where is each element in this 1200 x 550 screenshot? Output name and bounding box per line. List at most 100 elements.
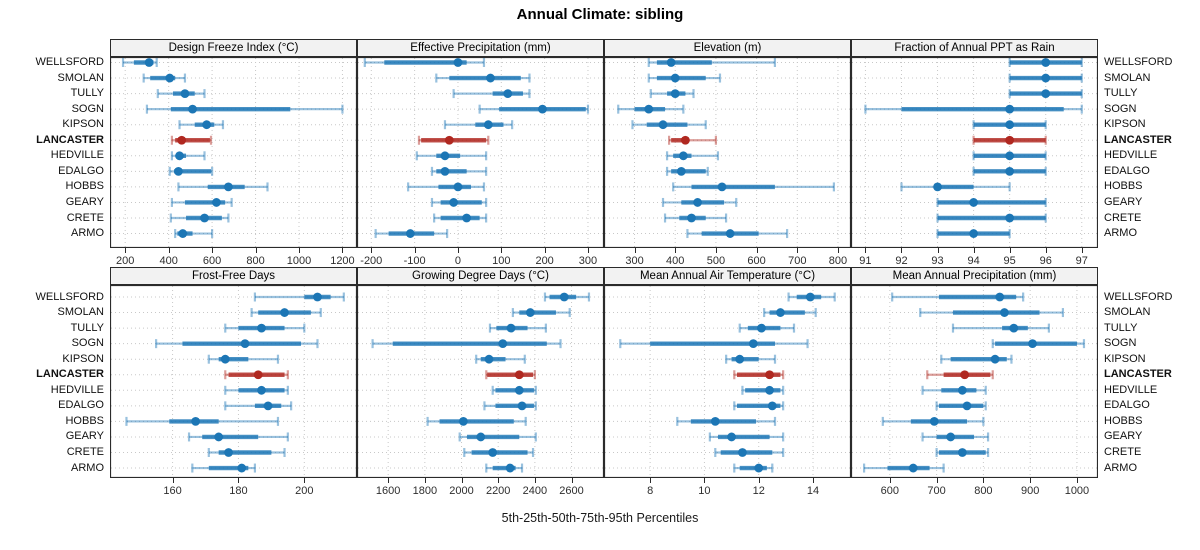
x-tick-mark [238, 478, 240, 483]
median-dot [449, 198, 459, 207]
x-tick-mark [758, 478, 760, 483]
median-dot [506, 323, 516, 333]
median-dot [1041, 89, 1051, 98]
station-label: SOGN [71, 102, 104, 115]
x-tick-label: 96 [1039, 255, 1052, 267]
median-dot [144, 58, 154, 67]
median-dot [559, 292, 569, 302]
x-tick-mark [715, 248, 717, 253]
median-dot [687, 213, 696, 223]
median-dot [754, 463, 764, 473]
x-tick-label: 200 [116, 255, 135, 267]
panel-plot [604, 285, 851, 478]
x-tick-label: 100 [492, 255, 511, 267]
x-tick-label: 1200 [330, 255, 355, 267]
panel-plot [357, 285, 604, 478]
median-dot [165, 73, 175, 83]
station-label: TULLY [70, 87, 104, 100]
x-tick-mark [461, 478, 463, 483]
x-tick-label: -100 [403, 255, 426, 267]
panel-strip: Elevation (m) [604, 39, 851, 57]
median-dot [727, 432, 736, 442]
x-tick-mark [424, 478, 426, 483]
x-tick-mark [255, 248, 257, 253]
station-label: SMOLAN [1104, 306, 1151, 319]
x-tick-label: 600 [202, 255, 222, 267]
median-dot [453, 58, 463, 67]
station-label: CRETE [66, 446, 104, 458]
median-dot [678, 151, 688, 161]
station-label: TULLY [1104, 87, 1138, 100]
median-dot [525, 308, 535, 317]
x-tick-label: 92 [895, 255, 908, 267]
station-label: GEARY [65, 195, 104, 208]
panel-plot [851, 285, 1098, 478]
x-tick-label: 2200 [485, 485, 511, 497]
panel-plot [110, 57, 357, 248]
panel-plot [604, 57, 851, 248]
median-dot [765, 385, 774, 395]
station-label: ARMO [1104, 461, 1137, 474]
x-tick-mark [544, 248, 546, 253]
median-dot [1000, 308, 1009, 317]
station-label: HEDVILLE [50, 149, 104, 162]
x-tick-label: 700 [927, 485, 946, 497]
median-dot [240, 339, 250, 349]
median-dot [444, 135, 454, 145]
median-dot [960, 370, 970, 380]
station-label: HOBBS [1104, 180, 1143, 193]
median-dot [313, 292, 322, 302]
station-label: HOBBS [65, 180, 104, 193]
panel-frame [357, 285, 604, 478]
station-label: LANCASTER [1104, 368, 1172, 381]
panel-title: Mean Annual Air Temperature (°C) [639, 270, 816, 282]
panel-frame [110, 285, 357, 478]
panel-title: Effective Precipitation (mm) [410, 42, 551, 54]
panel-strip: Design Freeze Index (°C) [110, 39, 357, 57]
panel-plot [357, 57, 604, 248]
x-tick-label: 1000 [1064, 485, 1090, 497]
x-tick-label: 200 [535, 255, 554, 267]
x-tick-label: 1800 [412, 485, 438, 497]
x-tick-label: 95 [1003, 255, 1016, 267]
median-dot [280, 308, 289, 317]
panel-frame [851, 57, 1098, 248]
median-dot [257, 323, 266, 333]
median-dot [776, 308, 785, 317]
median-dot [1041, 73, 1051, 83]
median-dot [174, 166, 183, 176]
station-label: HOBBS [1104, 414, 1143, 427]
x-tick-label: 300 [625, 255, 644, 267]
station-label: SMOLAN [57, 306, 104, 319]
x-tick-mark [756, 248, 758, 253]
median-dot [757, 323, 766, 333]
station-label: CRETE [66, 211, 104, 224]
panel-frame [110, 57, 357, 248]
median-dot [735, 354, 745, 364]
median-dot [514, 385, 524, 395]
median-dot [180, 89, 190, 98]
median-dot [476, 432, 486, 442]
panel-plot [110, 285, 357, 478]
x-tick-label: 500 [706, 255, 726, 267]
x-tick-mark [973, 248, 975, 253]
station-label: CRETE [1104, 446, 1142, 458]
x-tick-mark [865, 248, 867, 253]
station-label: WELLSFORD [1104, 290, 1173, 303]
station-label: SOGN [1104, 337, 1137, 350]
x-tick-mark [571, 478, 573, 483]
station-label: LANCASTER [36, 133, 104, 146]
median-dot [1005, 166, 1015, 176]
median-dot [1009, 323, 1019, 333]
median-dot [462, 213, 472, 223]
x-tick-label: 1000 [286, 255, 312, 267]
median-dot [725, 229, 735, 238]
x-tick-mark [414, 248, 416, 253]
x-tick-mark [634, 248, 636, 253]
station-label: LANCASTER [1104, 133, 1172, 146]
station-label: ARMO [71, 227, 104, 240]
x-tick-mark [342, 248, 344, 253]
station-label: KIPSON [1104, 118, 1146, 131]
station-label: ARMO [1104, 227, 1137, 240]
